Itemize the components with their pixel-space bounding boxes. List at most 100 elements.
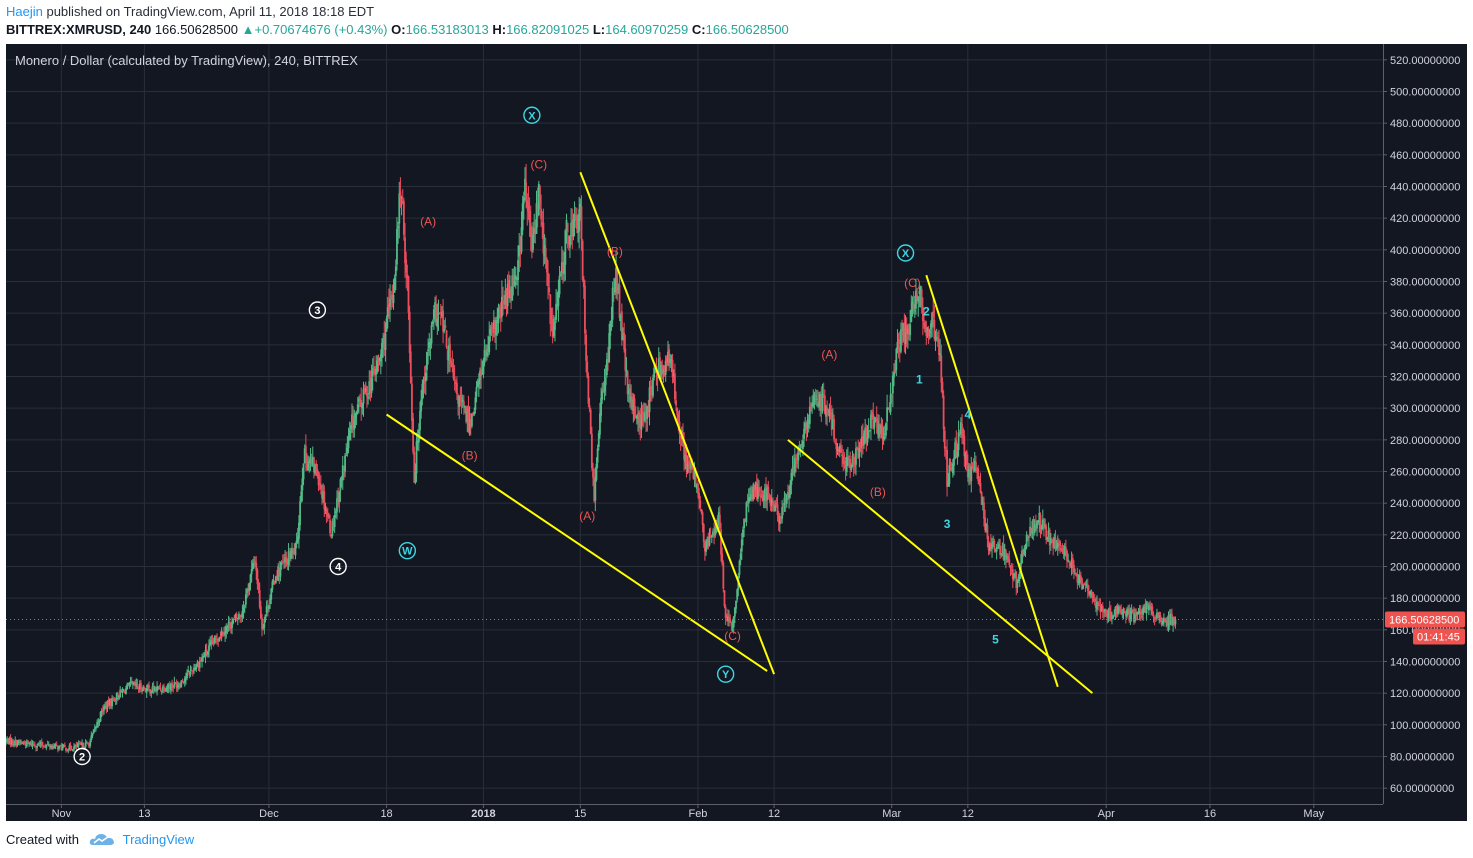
candle-body (340, 478, 343, 480)
candle-body (1015, 571, 1018, 589)
candle-body (627, 389, 630, 394)
candle-body (444, 325, 447, 328)
candle-body (234, 614, 237, 618)
candle-body (519, 249, 522, 251)
candle-body (333, 514, 336, 528)
candle-body (505, 290, 508, 309)
candle-body (78, 743, 81, 745)
candle-body (105, 706, 108, 709)
candle-body (138, 683, 141, 689)
candle-body (27, 740, 29, 744)
candle-body (128, 683, 131, 685)
candle-body (120, 689, 123, 692)
candle-body (317, 474, 320, 486)
candle-body (467, 408, 470, 432)
candle-body (828, 408, 831, 417)
candle-body (1158, 616, 1161, 618)
chart-panel[interactable]: Monero / Dollar (calculated by TradingVi… (5, 44, 1467, 821)
candle-body (858, 447, 861, 457)
candle-body (369, 383, 372, 390)
candle-body (562, 264, 564, 272)
up-arrow-icon: ▲ (241, 22, 255, 37)
candle-body (542, 222, 545, 254)
candle-body (345, 455, 348, 457)
candle-body (687, 460, 690, 464)
candle-body (351, 414, 353, 423)
author-link[interactable]: Haejin (6, 4, 43, 19)
candle-body (910, 310, 913, 322)
candle-body (855, 448, 857, 465)
candle-body (816, 401, 819, 406)
price-chart[interactable]: Monero / Dollar (calculated by TradingVi… (5, 44, 1467, 821)
candle-body (783, 497, 786, 505)
candle-body (1063, 546, 1066, 556)
candle-body (594, 478, 597, 501)
candle-body (1055, 545, 1058, 549)
candle-body (220, 630, 223, 636)
candle-body (135, 683, 138, 686)
candle-body (526, 200, 529, 208)
candle-body (381, 342, 383, 358)
candle-body (945, 449, 947, 451)
candle-body (798, 449, 801, 453)
price-tick-label: 200.00000000 (1390, 562, 1460, 574)
candle-body (1153, 617, 1156, 620)
candle-body (649, 385, 652, 394)
candle-body (1101, 605, 1104, 611)
candle-body (1023, 548, 1026, 555)
candle-body (144, 688, 147, 692)
candle-body (58, 745, 60, 750)
price-tick-label: 500.00000000 (1390, 87, 1460, 99)
candle-body (799, 444, 802, 453)
candle-body (460, 397, 463, 403)
candle-body (777, 515, 780, 523)
candle-body (334, 511, 337, 514)
candle-body (316, 469, 319, 477)
candle-body (264, 614, 267, 619)
candle-body (1051, 539, 1053, 541)
candle-body (629, 388, 631, 403)
candle-body (1108, 607, 1111, 614)
candle-body (148, 685, 150, 688)
tradingview-link[interactable]: TradingView (122, 832, 195, 847)
candle-body (925, 331, 928, 337)
candle-body (284, 558, 286, 563)
candle-body (412, 418, 415, 452)
candle-body (881, 425, 884, 440)
candle-body (84, 742, 87, 748)
candle-body (67, 750, 70, 752)
candle-body (614, 279, 616, 293)
wave-label: W (402, 546, 413, 558)
candle-body (399, 191, 402, 198)
candle-body (979, 482, 982, 493)
candle-body (921, 306, 924, 322)
candle-body (581, 240, 584, 280)
candle-body (1174, 619, 1177, 625)
candle-body (507, 279, 510, 298)
candle-body (755, 483, 758, 498)
candle-body (263, 619, 266, 628)
candle-body (803, 428, 805, 439)
candle-body (322, 492, 325, 500)
candle-body (227, 622, 230, 626)
candle-body (65, 747, 67, 751)
candle-body (671, 359, 674, 378)
candle-body (1126, 609, 1128, 617)
candle-body (570, 222, 573, 237)
candle-body (175, 683, 178, 689)
wave-label: X (528, 110, 536, 122)
candle-body (865, 427, 868, 443)
candle-body (251, 563, 254, 570)
candle-body (61, 746, 64, 751)
candle-body (710, 535, 713, 537)
wave-label: 3 (314, 305, 320, 317)
candle-body (31, 743, 34, 747)
candle-body (706, 539, 709, 548)
candle-body (106, 700, 109, 709)
candle-body (168, 685, 171, 690)
candle-body (898, 346, 901, 353)
candle-body (1018, 572, 1021, 579)
candle-body (876, 420, 879, 435)
candle-body (555, 303, 558, 320)
candle-body (969, 471, 972, 480)
